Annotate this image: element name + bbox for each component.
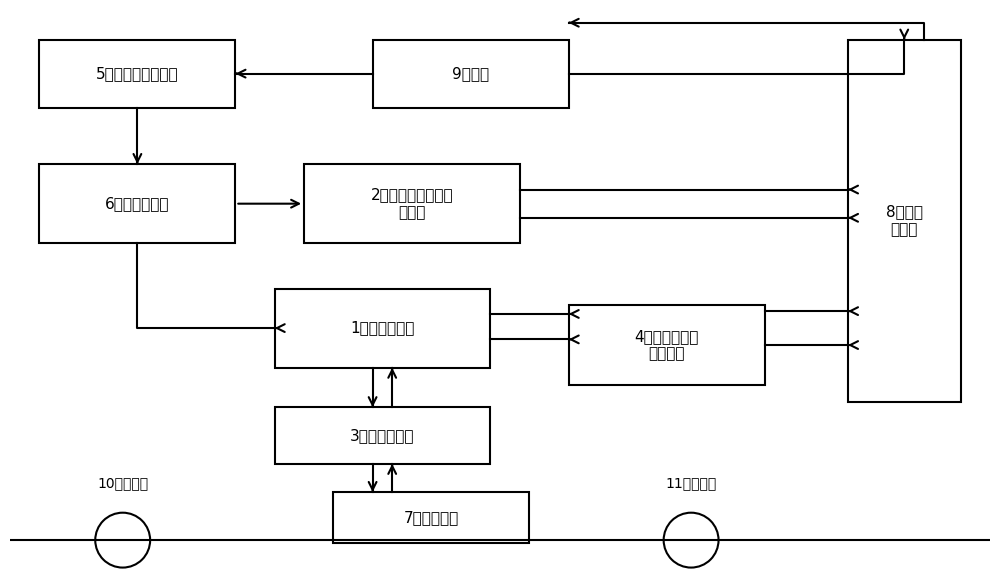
Text: 11传感光缆: 11传感光缆 bbox=[665, 476, 717, 490]
Text: 10传感光缆: 10传感光缆 bbox=[97, 476, 148, 490]
Ellipse shape bbox=[664, 513, 719, 568]
Bar bbox=[848, 40, 961, 402]
Text: 3偏振产生模块: 3偏振产生模块 bbox=[350, 428, 415, 443]
Text: 5光源调谐驱动模块: 5光源调谐驱动模块 bbox=[96, 66, 179, 81]
Text: 8高速采
集模块: 8高速采 集模块 bbox=[886, 204, 923, 237]
Text: 4偏振分束平衡
探测模块: 4偏振分束平衡 探测模块 bbox=[634, 329, 699, 361]
Ellipse shape bbox=[95, 513, 150, 568]
Bar bbox=[39, 40, 235, 107]
Bar bbox=[39, 164, 235, 243]
Bar bbox=[333, 492, 529, 543]
Text: 9计算机: 9计算机 bbox=[452, 66, 489, 81]
Bar bbox=[275, 407, 490, 464]
Bar bbox=[373, 40, 569, 107]
Text: 6可调谐激光器: 6可调谐激光器 bbox=[105, 196, 170, 211]
Text: 2光源光频和相位监
视模块: 2光源光频和相位监 视模块 bbox=[370, 188, 453, 220]
Bar bbox=[304, 164, 520, 243]
Bar bbox=[275, 288, 490, 368]
Text: 7高速光开关: 7高速光开关 bbox=[404, 510, 459, 525]
Bar bbox=[569, 305, 765, 385]
Text: 1核心干涉模块: 1核心干涉模块 bbox=[350, 321, 415, 336]
